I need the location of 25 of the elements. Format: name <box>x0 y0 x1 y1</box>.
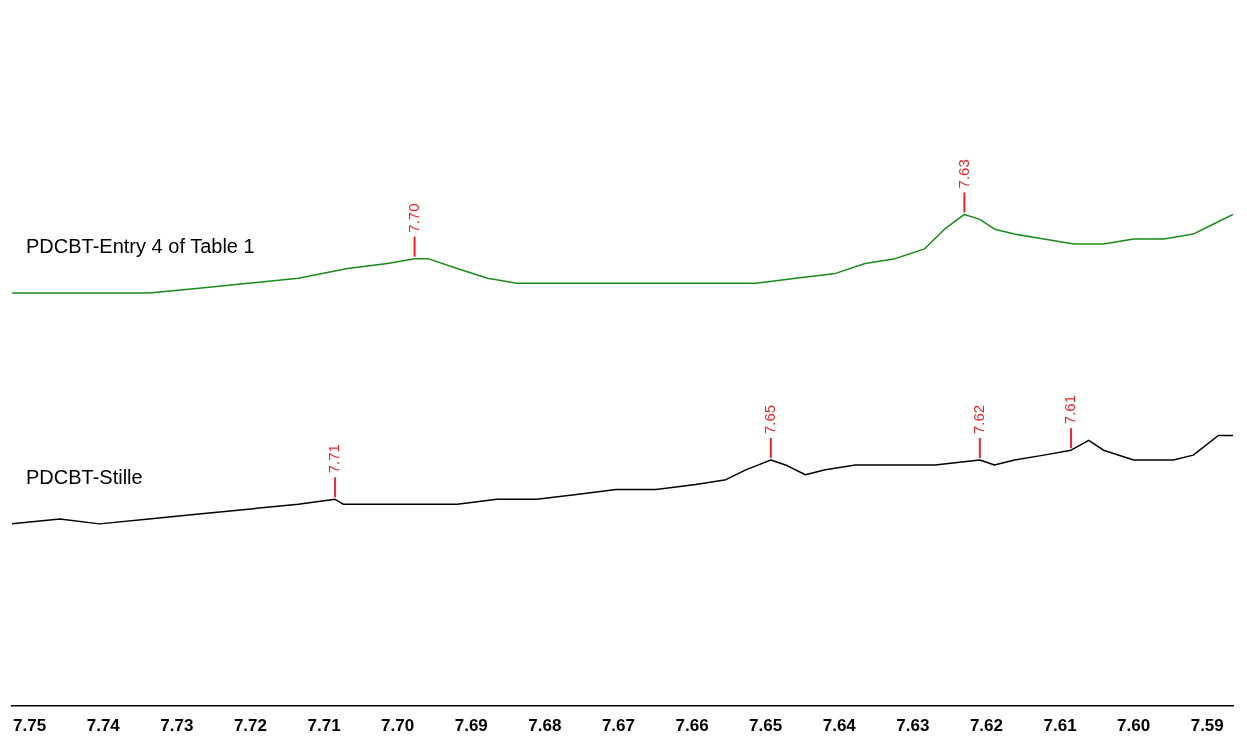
annotation: 7.61 <box>1061 395 1079 425</box>
x-tick-label: 7.63 <box>896 716 930 736</box>
x-tick-label: 7.69 <box>454 716 488 736</box>
x-tick-label: 7.65 <box>749 716 783 736</box>
x-tick-label: 7.61 <box>1043 716 1077 736</box>
x-tick-label: 7.68 <box>528 716 562 736</box>
x-tick-label: 7.59 <box>1190 716 1224 736</box>
annotation: 7.70 <box>404 203 422 233</box>
series-label: PDCBT-Stille <box>26 465 143 488</box>
x-tick-label: 7.72 <box>233 716 268 736</box>
x-tick-label: 7.67 <box>601 716 635 736</box>
x-tick-label: 7.66 <box>675 716 709 736</box>
x-tick-label: 7.64 <box>822 716 857 736</box>
x-tick-label: 7.73 <box>160 716 194 736</box>
x-tick-label: 7.70 <box>381 716 415 736</box>
annotation: 7.63 <box>954 159 972 189</box>
x-tick-label: 7.71 <box>307 716 341 736</box>
annotation: 7.62 <box>969 404 987 435</box>
series-label: PDCBT-Entry 4 of Table 1 <box>26 235 255 258</box>
x-tick-label: 7.62 <box>969 716 1003 736</box>
annotation: 7.65 <box>760 404 778 435</box>
x-tick-label: 7.75 <box>13 716 47 736</box>
annotation: 7.71 <box>325 444 343 474</box>
x-tick-label: 7.74 <box>86 716 121 736</box>
x-tick-label: 7.60 <box>1117 716 1151 736</box>
